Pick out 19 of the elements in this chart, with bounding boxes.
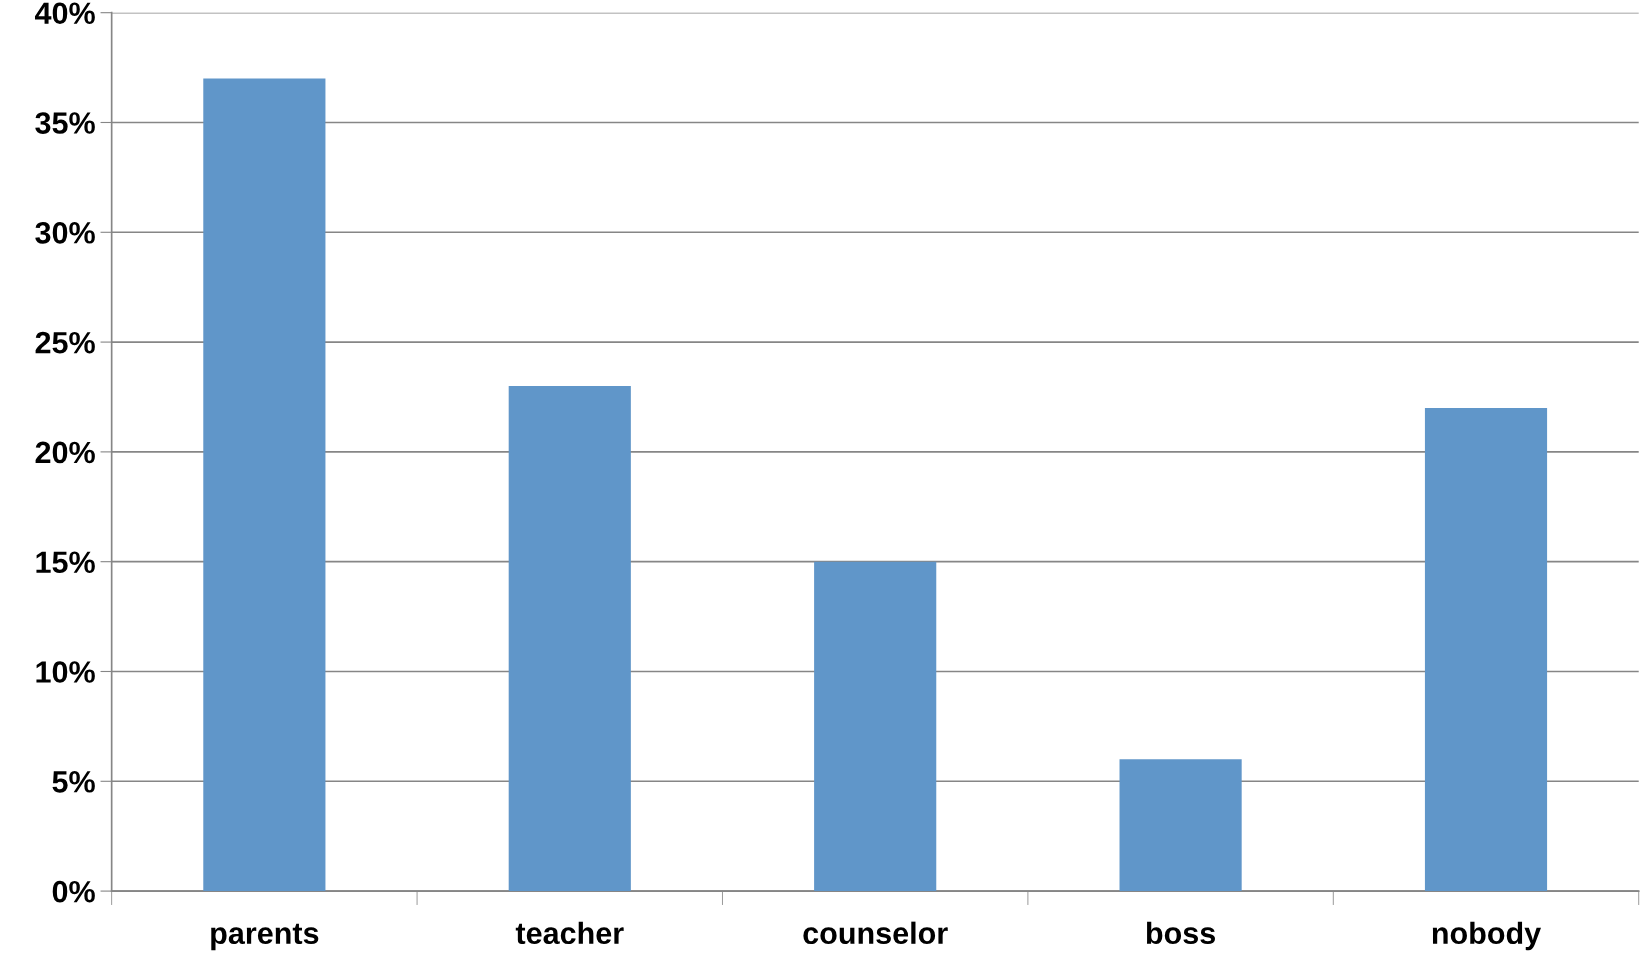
y-tick-label: 35% (35, 112, 95, 134)
bar (814, 561, 937, 892)
x-tick-label: counselor (803, 921, 948, 945)
y-tick-label: 20% (35, 441, 95, 464)
x-tick-label: nobody (1432, 921, 1542, 951)
bar (1424, 407, 1548, 892)
bar (1119, 759, 1242, 892)
bar (203, 78, 326, 892)
bar (508, 386, 631, 892)
y-tick-label: 0% (52, 880, 95, 903)
y-tick-label: 5% (52, 771, 95, 793)
y-tick-label: 30% (35, 222, 95, 244)
y-tick-label: 15% (36, 551, 95, 574)
x-tick-label: teacher (515, 921, 624, 945)
x-tick-label: boss (1146, 921, 1216, 945)
x-tick-label: parents (211, 923, 319, 951)
y-tick-label: 40% (34, 2, 95, 25)
y-tick-label: 10% (36, 661, 95, 683)
y-tick-label: 25% (35, 331, 95, 354)
